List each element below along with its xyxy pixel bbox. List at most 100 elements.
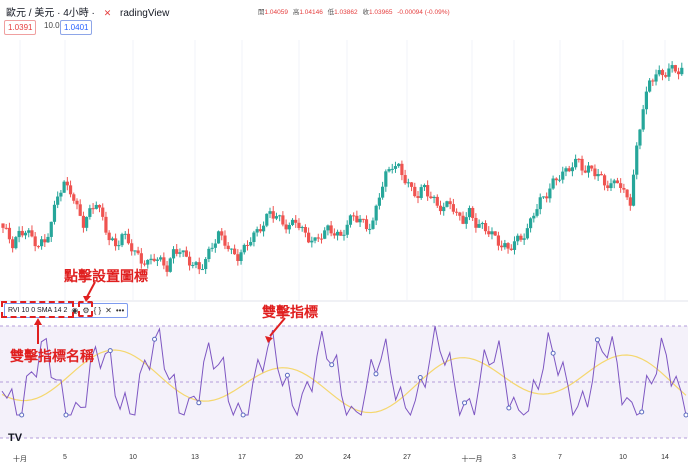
rvi-point — [284, 372, 290, 378]
candle-body — [577, 158, 581, 160]
candle-body — [493, 231, 497, 236]
time-axis[interactable]: 十月 5 10 13 17 20 24 27 十一月 3 7 10 14 — [0, 452, 688, 467]
candle-body — [490, 231, 494, 235]
close-icon[interactable]: ✕ — [103, 8, 112, 18]
candle-body — [567, 168, 571, 172]
candle-body — [233, 248, 237, 255]
candle-body — [664, 75, 668, 77]
candle-body — [216, 231, 221, 244]
eye-icon[interactable]: ◉ — [71, 306, 79, 315]
rvi-point — [462, 400, 468, 406]
candle-body — [467, 207, 472, 218]
candle-body — [65, 181, 69, 186]
candle-body — [660, 70, 665, 76]
source-code-icon[interactable]: { } — [93, 306, 102, 315]
candle-body — [461, 215, 465, 224]
candle-body — [258, 229, 262, 232]
more-icon[interactable]: ••• — [115, 306, 125, 315]
candle-body — [358, 218, 362, 223]
candle-body — [68, 185, 73, 195]
candle-body — [62, 181, 66, 193]
candle-body — [657, 70, 661, 75]
candle-body — [110, 238, 114, 241]
candle-body — [155, 259, 160, 261]
candle-body — [522, 238, 526, 240]
candle-body — [332, 233, 336, 236]
candle-body — [200, 269, 205, 271]
time-tick: 24 — [343, 454, 351, 461]
remove-icon[interactable]: ✕ — [105, 306, 112, 315]
candle-body — [628, 197, 632, 206]
candle-body — [59, 192, 63, 197]
rvi-point — [196, 400, 202, 406]
low-value: 1.03862 — [334, 9, 358, 16]
candle-body — [239, 252, 243, 261]
candle-body — [220, 231, 224, 236]
candle-body — [213, 243, 217, 248]
time-tick: 3 — [512, 454, 516, 461]
rvi-line[interactable] — [1, 325, 687, 417]
symbol-title[interactable]: 歐元 / 美元 · 4小時 · — [6, 8, 95, 19]
candle-body — [78, 204, 82, 216]
candle-body — [381, 186, 385, 198]
buy-button[interactable]: 1.0401 — [60, 20, 93, 35]
candle-body — [464, 217, 468, 224]
time-tick: 17 — [238, 454, 246, 461]
candle-body — [75, 200, 79, 205]
candle-body — [236, 254, 240, 261]
candle-body — [651, 80, 655, 82]
rvi-point — [594, 337, 600, 343]
candle-body — [400, 163, 404, 176]
candle-body — [364, 219, 369, 230]
ohlc-readout: 開1.04059 高1.04146 低1.03862 收1.03965 -0.0… — [258, 6, 453, 16]
rvi-point — [63, 412, 69, 418]
candle-body — [136, 250, 140, 254]
candle-body — [278, 215, 282, 217]
candle-body — [20, 230, 24, 236]
candle-body — [596, 174, 600, 177]
candle-body — [40, 239, 44, 247]
candle-body — [117, 245, 121, 247]
candle-body — [17, 230, 21, 238]
candle-body — [361, 218, 365, 220]
settings-icon[interactable]: ⚙ — [82, 306, 90, 315]
candle-body — [33, 236, 37, 247]
rvi-point — [107, 348, 113, 354]
candle-body — [673, 65, 677, 72]
chart-area[interactable] — [0, 0, 688, 452]
rvi-point — [506, 405, 512, 411]
indicator-name[interactable]: RVI 10 0 SMA 14 2 — [8, 307, 68, 314]
candle-body — [609, 183, 613, 189]
candle-body — [229, 248, 234, 250]
candle-body — [316, 237, 320, 239]
annotation-settings: 點擊設置圖標 — [64, 268, 148, 284]
arrow-to-indicator — [269, 317, 286, 337]
candle-body — [294, 219, 298, 223]
candle-body — [181, 250, 185, 253]
candle-body — [583, 170, 587, 173]
candle-body — [101, 207, 105, 217]
candle-body — [268, 211, 272, 214]
candle-body — [574, 158, 578, 168]
indicator-legend[interactable]: RVI 10 0 SMA 14 2 ◉ ⚙ { } ✕ ••• — [4, 303, 129, 318]
candle-body — [503, 243, 507, 248]
candle-body — [644, 91, 648, 110]
candle-body — [265, 213, 269, 226]
candle-body — [474, 217, 478, 228]
candle-body — [635, 145, 639, 175]
candle-body — [670, 65, 674, 69]
candle-body — [641, 109, 645, 130]
time-tick: 14 — [661, 454, 669, 461]
candle-body — [36, 246, 40, 248]
time-tick: 7 — [558, 454, 562, 461]
indicator-name-highlight — [1, 301, 74, 318]
sell-button[interactable]: 1.0391 — [4, 20, 37, 35]
rvi-hover-points — [19, 336, 688, 418]
candle-body — [480, 223, 484, 225]
candle-body — [30, 230, 34, 237]
spread-value: 10.0 — [44, 21, 60, 30]
rvi-point — [373, 371, 379, 377]
candle-body — [590, 165, 594, 169]
candle-body — [516, 235, 520, 242]
candle-body — [387, 169, 391, 172]
